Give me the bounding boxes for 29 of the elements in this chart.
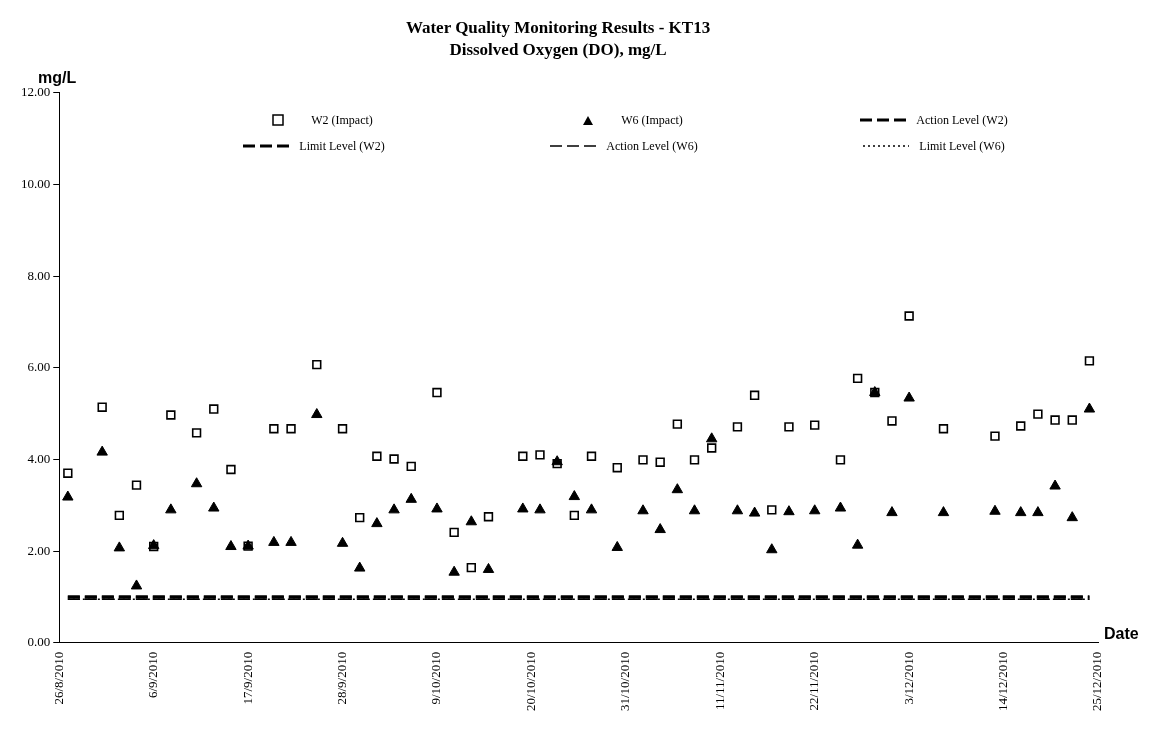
x-tick-label: 14/12/2010	[994, 651, 1010, 712]
x-tick-label: 22/11/2010	[806, 651, 822, 711]
x-axis-title: Date	[1104, 625, 1139, 643]
legend-label: W6 (Impact)	[621, 112, 683, 128]
x-tick-label: 26/8/2010	[50, 651, 66, 705]
x-tick-label: 11/11/2010	[711, 651, 727, 711]
y-tick-label: 12.00	[21, 84, 51, 100]
x-tick-label: 6/9/2010	[145, 651, 161, 699]
x-tick-label: 17/9/2010	[239, 651, 255, 705]
chart-title: Water Quality Monitoring Results - KT13	[405, 17, 711, 37]
x-tick-label: 28/9/2010	[333, 651, 349, 705]
legend-label: Limit Level (W6)	[919, 138, 1005, 154]
legend-label: Action Level (W6)	[606, 138, 698, 154]
y-tick-label: 6.00	[27, 359, 51, 375]
x-tick-label: 3/12/2010	[900, 651, 916, 705]
y-tick-label: 0.00	[27, 634, 51, 650]
x-tick-label: 25/12/2010	[1089, 651, 1105, 712]
x-tick-label: 20/10/2010	[522, 651, 538, 712]
y-tick-label: 10.00	[21, 175, 51, 191]
x-tick-label: 31/10/2010	[617, 651, 633, 712]
y-tick-label: 4.00	[27, 450, 51, 466]
y-tick-label: 8.00	[27, 267, 51, 283]
legend-label: Limit Level (W2)	[299, 138, 385, 154]
chart-subtitle: Dissolved Oxygen (DO), mg/L	[449, 39, 667, 59]
legend-label: W2 (Impact)	[311, 112, 373, 128]
x-tick-label: 9/10/2010	[428, 651, 444, 705]
legend-label: Action Level (W2)	[916, 112, 1008, 128]
y-tick-label: 2.00	[27, 542, 51, 558]
y-axis-title: mg/L	[38, 69, 77, 87]
